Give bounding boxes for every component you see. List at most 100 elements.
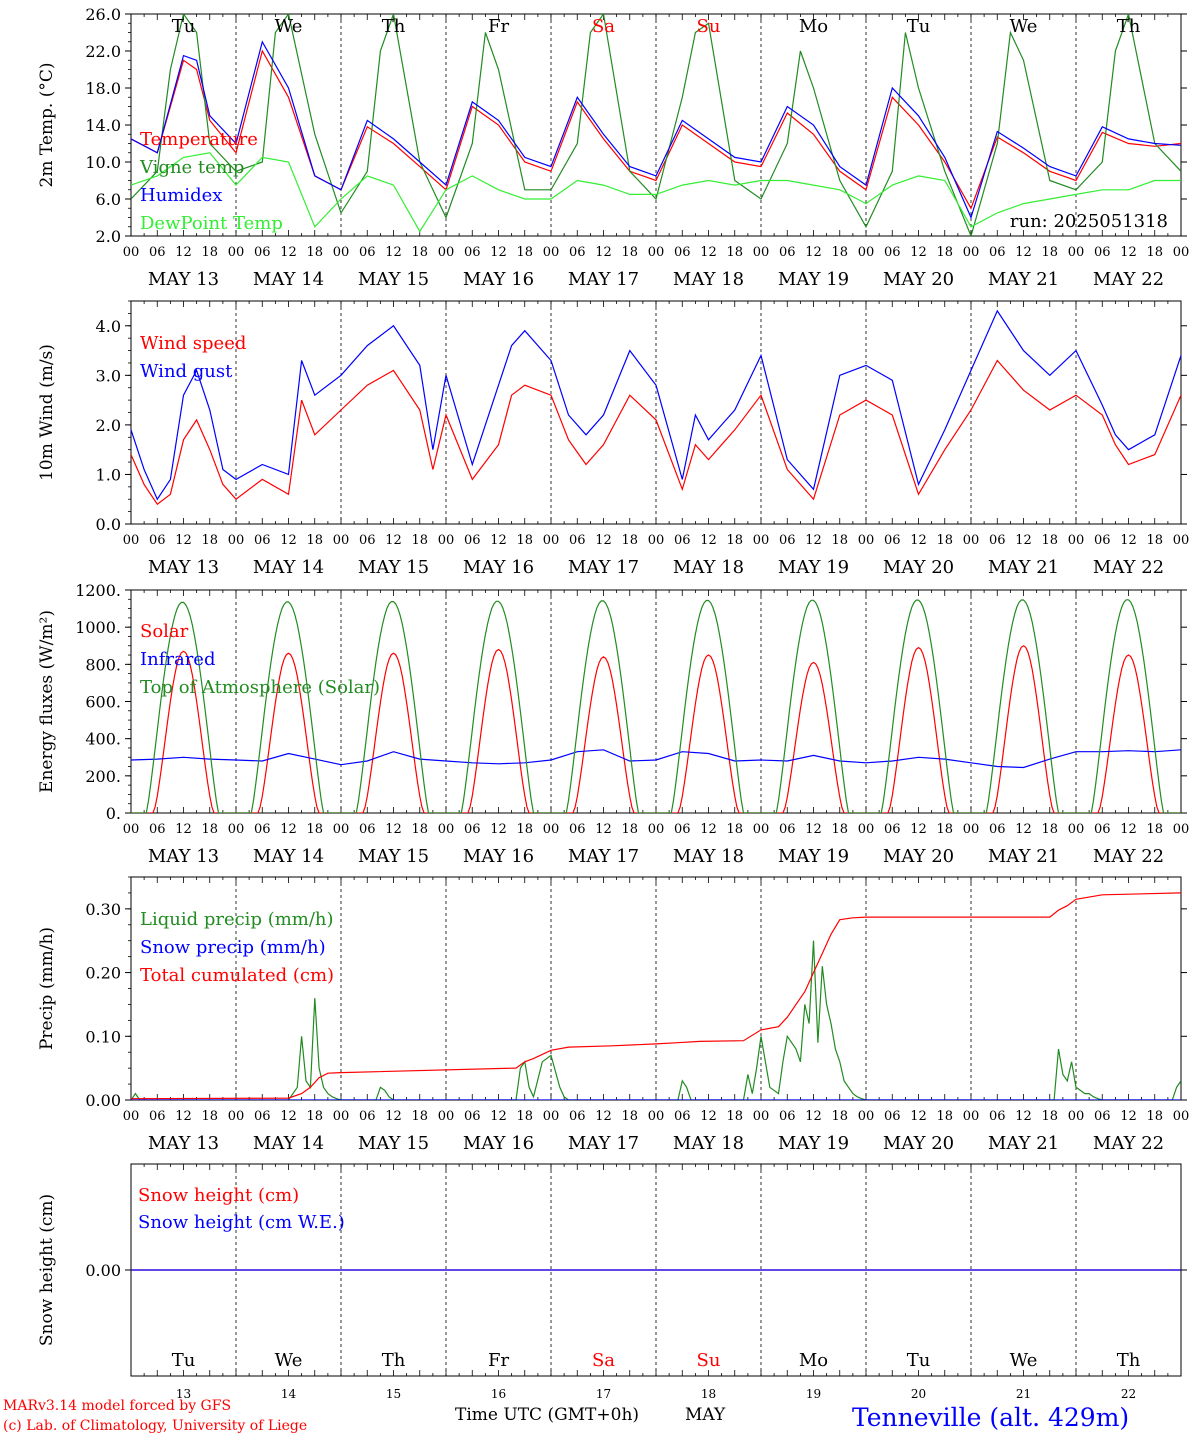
precip-y-axis-title: Precip (mm/h) — [37, 927, 57, 1050]
energy-panel: 0. 200. 400. 600. 800. 1000. 1200. Energy fluxe… — [37, 581, 1189, 867]
y-tick-label: 600. — [85, 693, 121, 712]
weekday-label: Su — [697, 16, 721, 37]
hour-tick-label: 00 — [648, 1109, 665, 1124]
hour-tick-label: 12 — [700, 1109, 717, 1124]
hour-tick-label: 18 — [516, 245, 533, 260]
legend-precip-0: Liquid precip (mm/h) — [140, 909, 334, 930]
series-wind-speed — [131, 359, 1181, 506]
date-label: MAY 13 — [148, 269, 219, 290]
hour-tick-label: 06 — [149, 822, 166, 837]
hour-tick-label: 06 — [1094, 1109, 1111, 1124]
y-tick-label: 22.0 — [85, 42, 121, 61]
date-label: MAY 21 — [988, 1133, 1059, 1154]
date-label: MAY 17 — [568, 557, 639, 578]
hour-tick-label: 00 — [123, 245, 140, 260]
date-label: MAY 18 — [673, 557, 744, 578]
series-top-of-atmosphere-solar- — [131, 599, 1181, 813]
x-axis-month: MAY — [685, 1405, 726, 1425]
hour-tick-label: 18 — [306, 1109, 323, 1124]
y-tick-label: 0.10 — [85, 1027, 121, 1046]
weekday-label: We — [275, 1350, 303, 1371]
hour-tick-label: 18 — [726, 245, 743, 260]
date-label: MAY 20 — [883, 1133, 954, 1154]
date-label: MAY 20 — [883, 557, 954, 578]
hour-tick-label: 18 — [411, 822, 428, 837]
hour-tick-label: 12 — [910, 533, 927, 548]
run-label: run: 2025051318 — [1010, 211, 1168, 232]
date-label: MAY 21 — [988, 269, 1059, 290]
date-label: MAY 13 — [148, 846, 219, 867]
hour-tick-label: 18 — [411, 245, 428, 260]
y-tick-label: 0.0 — [96, 515, 121, 534]
weekday-label: Tu — [907, 1350, 931, 1371]
date-label: MAY 20 — [883, 846, 954, 867]
hour-tick-label: 06 — [149, 533, 166, 548]
date-label: MAY 15 — [358, 846, 429, 867]
hour-tick-label: 12 — [805, 245, 822, 260]
hour-tick-label: 06 — [779, 1109, 796, 1124]
station-label: Tenneville (alt. 429m) — [852, 1403, 1130, 1432]
hour-tick-label: 12 — [175, 533, 192, 548]
date-label: MAY 21 — [988, 846, 1059, 867]
legend-snow-1: Snow height (cm W.E.) — [138, 1212, 345, 1233]
hour-tick-label: 06 — [674, 1109, 691, 1124]
hour-tick-label: 06 — [254, 245, 271, 260]
hour-tick-label: 00 — [1068, 533, 1085, 548]
weekday-label: Su — [697, 1350, 721, 1371]
hour-tick-label: 06 — [254, 533, 271, 548]
hour-tick-label: 18 — [201, 245, 218, 260]
hour-tick-label: 06 — [779, 245, 796, 260]
hour-tick-label: 06 — [989, 822, 1006, 837]
hour-tick-label: 12 — [385, 1109, 402, 1124]
hour-tick-label: 18 — [726, 533, 743, 548]
hour-tick-label: 00 — [228, 1109, 245, 1124]
series-total-cumulated-cm- — [131, 892, 1181, 1100]
snow-panel: 0.00 Snow height (cm) Snow height (cm) Snow… — [37, 1163, 1187, 1401]
legend-precip-2: Total cumulated (cm) — [140, 965, 334, 986]
hour-tick-label: 12 — [1120, 245, 1137, 260]
hour-tick-label: 00 — [333, 245, 350, 260]
hour-tick-label: 00 — [1173, 245, 1190, 260]
hour-tick-label: 12 — [490, 245, 507, 260]
y-tick-label: 6.0 — [96, 190, 121, 209]
hour-tick-label: 00 — [333, 533, 350, 548]
date-label: MAY 19 — [778, 846, 849, 867]
day-number-label: 16 — [491, 1387, 506, 1401]
date-label: MAY 15 — [358, 557, 429, 578]
hour-tick-label: 18 — [1041, 533, 1058, 548]
hour-tick-label: 18 — [1146, 1109, 1163, 1124]
hour-tick-label: 12 — [595, 533, 612, 548]
hour-tick-label: 00 — [438, 1109, 455, 1124]
hour-tick-label: 06 — [149, 245, 166, 260]
hour-tick-label: 06 — [884, 1109, 901, 1124]
hour-tick-label: 00 — [963, 245, 980, 260]
hour-tick-label: 12 — [175, 822, 192, 837]
hour-tick-label: 00 — [1068, 822, 1085, 837]
weekday-label: Mo — [799, 1350, 828, 1371]
series-solar — [131, 645, 1181, 813]
hour-tick-label: 18 — [831, 1109, 848, 1124]
energy-frame — [130, 589, 1182, 814]
legend-wind-1: Wind gust — [140, 361, 233, 382]
hour-tick-label: 06 — [569, 822, 586, 837]
y-tick-label: 2.0 — [96, 227, 121, 246]
day-number-label: 20 — [911, 1387, 926, 1401]
day-number-label: 15 — [386, 1387, 401, 1401]
hour-tick-label: 06 — [359, 533, 376, 548]
hour-tick-label: 06 — [674, 822, 691, 837]
hour-tick-label: 18 — [1146, 245, 1163, 260]
hour-tick-label: 18 — [936, 822, 953, 837]
weekday-label: Sa — [592, 16, 615, 37]
hour-tick-label: 06 — [359, 822, 376, 837]
hour-tick-label: 00 — [123, 533, 140, 548]
hour-tick-label: 06 — [464, 1109, 481, 1124]
hour-tick-label: 12 — [1015, 533, 1032, 548]
hour-tick-label: 06 — [149, 1109, 166, 1124]
series-infrared — [131, 749, 1181, 769]
hour-tick-label: 00 — [543, 822, 560, 837]
hour-tick-label: 18 — [411, 533, 428, 548]
y-tick-label: 1000. — [75, 618, 121, 637]
hour-tick-label: 12 — [595, 245, 612, 260]
hour-tick-label: 06 — [254, 822, 271, 837]
